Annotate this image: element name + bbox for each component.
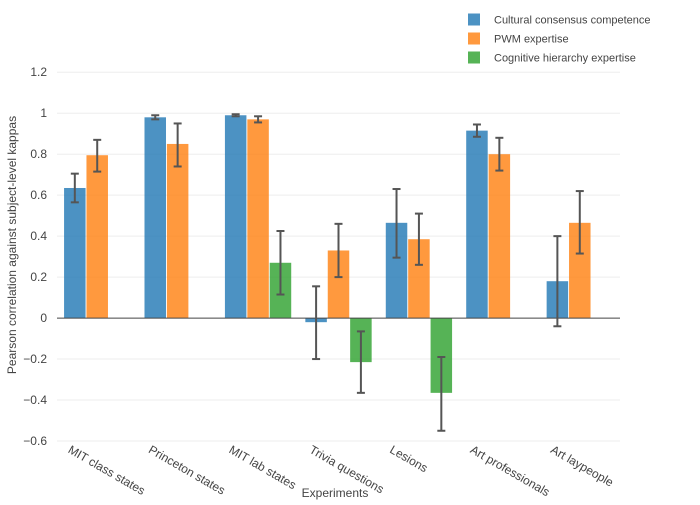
y-tick-label: 0.4 xyxy=(30,229,47,243)
bar[interactable] xyxy=(327,250,350,319)
legend: Cultural consensus competence PWM experti… xyxy=(468,13,651,65)
y-tick-label: 0 xyxy=(40,311,47,325)
bar[interactable] xyxy=(86,155,108,319)
legend-swatch[interactable] xyxy=(468,32,480,45)
bar[interactable] xyxy=(247,119,269,319)
x-tick-label: Lesions xyxy=(387,442,430,475)
y-tick-label: −0.2 xyxy=(23,352,47,366)
x-tick-label: Art professionals xyxy=(468,442,552,499)
y-tick-label: −0.4 xyxy=(23,393,47,407)
bars xyxy=(64,115,591,393)
legend-swatch[interactable] xyxy=(468,51,480,64)
bar[interactable] xyxy=(64,187,86,319)
y-tick-label: −0.6 xyxy=(23,434,47,448)
bar[interactable] xyxy=(144,117,166,319)
legend-label[interactable]: Cognitive hierarchy expertise xyxy=(494,53,636,65)
bar[interactable] xyxy=(488,154,511,319)
legend-swatch[interactable] xyxy=(468,13,480,26)
bar[interactable] xyxy=(430,318,453,393)
y-tick-label: 0.6 xyxy=(30,188,47,202)
y-tick-label: 0.8 xyxy=(30,147,47,161)
bar[interactable] xyxy=(466,130,488,319)
bar[interactable] xyxy=(166,143,189,319)
y-axis-title: Pearson correlation against subject-leve… xyxy=(5,116,19,374)
bar[interactable] xyxy=(408,239,430,319)
error-bars xyxy=(70,113,584,432)
x-tick-label: Art laypeople xyxy=(548,442,616,489)
bar[interactable] xyxy=(385,222,408,319)
bar[interactable] xyxy=(224,115,247,319)
legend-label[interactable]: Cultural consensus competence xyxy=(494,15,651,27)
x-tick-label: MIT lab states xyxy=(227,442,299,492)
x-tick-label: Princeton states xyxy=(146,442,228,497)
x-axis-title: Experiments xyxy=(302,486,369,500)
bar[interactable] xyxy=(569,222,591,319)
y-tick-label: 0.2 xyxy=(30,270,47,284)
y-tick-labels: −0.6 −0.4 −0.2 0 0.2 0.4 0.6 0.8 1 1.2 xyxy=(23,65,47,448)
y-tick-label: 1.2 xyxy=(30,65,47,79)
legend-label[interactable]: PWM expertise xyxy=(494,34,569,46)
y-tick-label: 1 xyxy=(40,106,47,120)
x-tick-label: MIT class states xyxy=(66,442,148,497)
